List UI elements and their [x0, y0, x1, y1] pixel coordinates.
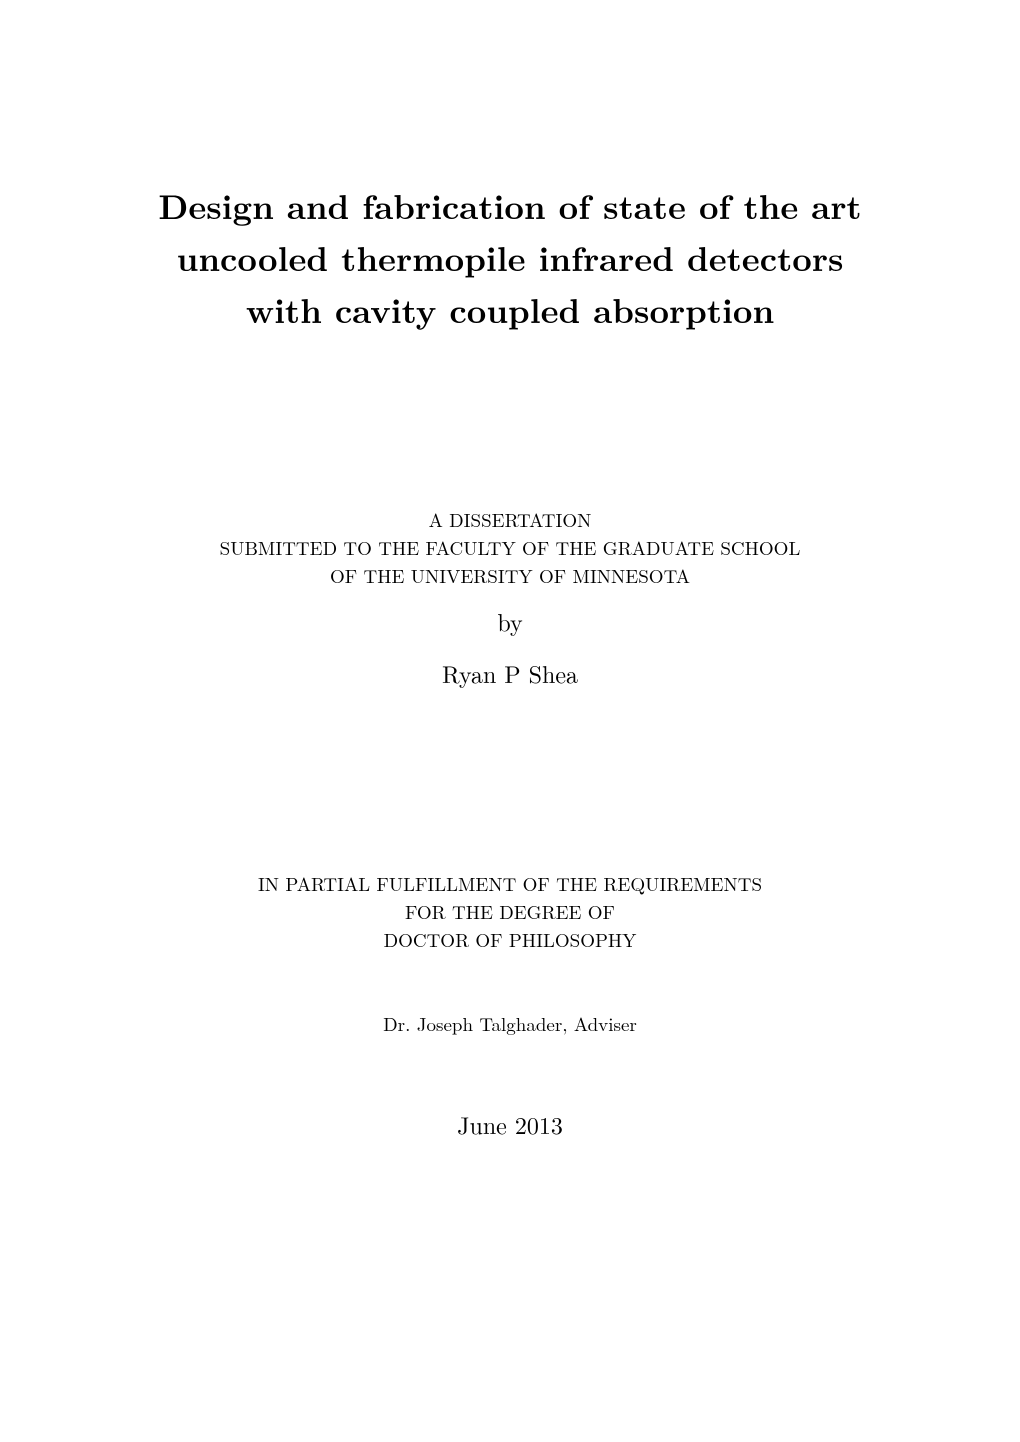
fulfillment-line-1: IN PARTIAL FULFILLMENT OF THE REQUIREMEN…	[110, 870, 910, 898]
dissertation-heading-line-2: SUBMITTED TO THE FACULTY OF THE GRADUATE…	[110, 534, 910, 562]
dissertation-heading-line-3: OF THE UNIVERSITY OF MINNESOTA	[110, 562, 910, 590]
date-line: June 2013	[110, 1107, 910, 1141]
title-line-2: uncooled thermopile infrared detectors	[110, 232, 910, 284]
author-name: Ryan P Shea	[110, 656, 910, 690]
fulfillment-block: IN PARTIAL FULFILLMENT OF THE REQUIREMEN…	[110, 870, 910, 954]
title-page: Design and fabrication of state of the a…	[0, 0, 1020, 1442]
dissertation-heading-block: A DISSERTATION SUBMITTED TO THE FACULTY …	[110, 506, 910, 590]
dissertation-title: Design and fabrication of state of the a…	[110, 180, 910, 336]
dissertation-heading-line-1: A DISSERTATION	[110, 506, 910, 534]
title-line-1: Design and fabrication of state of the a…	[110, 180, 910, 232]
title-line-3: with cavity coupled absorption	[110, 284, 910, 336]
fulfillment-line-3: DOCTOR OF PHILOSOPHY	[110, 926, 910, 954]
adviser-line: Dr. Joseph Talghader, Adviser	[110, 1010, 910, 1037]
fulfillment-line-2: FOR THE DEGREE OF	[110, 898, 910, 926]
by-label: by	[110, 604, 910, 638]
